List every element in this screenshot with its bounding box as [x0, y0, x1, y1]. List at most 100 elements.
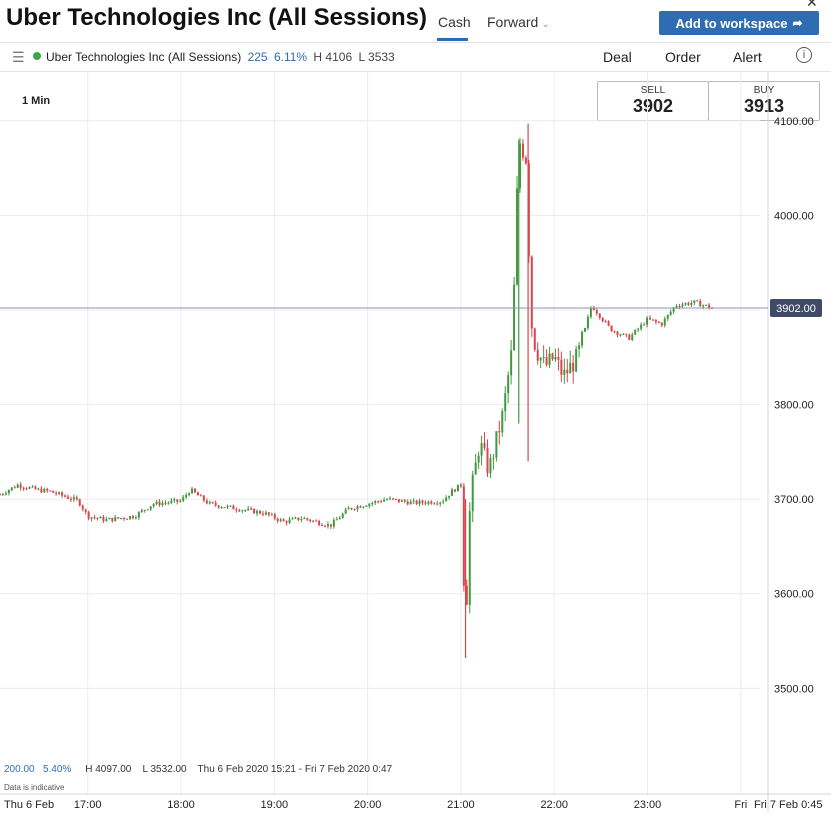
order-button[interactable]: Order	[665, 49, 701, 65]
candle-body	[586, 316, 589, 329]
candle-body	[179, 500, 182, 502]
candle-body	[1, 494, 4, 496]
alert-button[interactable]: Alert	[733, 49, 762, 65]
candle-body	[235, 509, 238, 511]
candle-body	[631, 334, 634, 340]
candle-body	[285, 521, 288, 523]
candle-body	[170, 500, 173, 503]
interval-selector[interactable]: 1 Min	[22, 95, 51, 107]
candle-body	[616, 331, 619, 335]
buy-label: BUY	[753, 85, 775, 96]
candle-body	[648, 317, 651, 320]
candle-body	[575, 349, 578, 372]
candle-body	[439, 502, 442, 504]
candle-body	[480, 443, 483, 456]
candle-body	[666, 314, 669, 319]
candle-body	[646, 317, 649, 325]
candle-body	[660, 322, 663, 326]
x-tick-label: 21:00	[447, 799, 475, 811]
candle-body	[418, 500, 421, 505]
candle-body	[58, 492, 61, 494]
candle-body	[273, 514, 276, 519]
candle-body	[312, 520, 315, 522]
info-icon[interactable]: i	[796, 47, 812, 63]
deal-button[interactable]: Deal	[603, 49, 632, 65]
candle-body	[498, 431, 501, 433]
price-chart[interactable]: 3500.003600.003700.003800.003900.004000.…	[0, 72, 831, 817]
candle-body	[374, 501, 377, 503]
candle-body	[28, 487, 31, 489]
candle-body	[539, 357, 542, 361]
candle-body	[708, 304, 711, 308]
add-to-workspace-button[interactable]: Add to workspace ➦	[659, 11, 819, 35]
candle-body	[217, 505, 220, 508]
candle-body	[282, 519, 285, 522]
candle-body	[253, 508, 256, 514]
candle-body	[403, 500, 406, 502]
candle-body	[241, 510, 244, 512]
candle-body	[436, 503, 439, 505]
candle-body	[229, 505, 232, 507]
candle-body	[536, 349, 539, 361]
candle-body	[687, 303, 690, 305]
menu-icon[interactable]: ☰	[12, 49, 25, 65]
candle-body	[140, 510, 143, 513]
candle-body	[10, 487, 13, 491]
candle-body	[471, 474, 474, 512]
candle-body	[276, 518, 279, 521]
candle-body	[114, 517, 117, 522]
x-tick-label: 20:00	[354, 799, 382, 811]
candle-body	[220, 507, 223, 509]
candle-body	[164, 502, 167, 504]
market-open-icon	[33, 52, 41, 60]
candle-body	[37, 488, 40, 490]
candle-body	[128, 516, 131, 519]
active-tab-indicator	[437, 38, 468, 41]
candle-body	[483, 443, 486, 448]
x-tick-label: 18:00	[167, 799, 195, 811]
candle-body	[182, 497, 185, 501]
candle-body	[155, 501, 158, 505]
candle-body	[604, 321, 607, 323]
session-high: H 4097.00	[85, 764, 132, 775]
candle-body	[137, 512, 140, 518]
candle-body	[0, 494, 1, 496]
chevron-down-icon: ⌄	[541, 19, 550, 30]
close-icon[interactable]: ✕	[806, 0, 818, 10]
y-tick-label: 4000.00	[774, 210, 814, 222]
tab-forward[interactable]: Forward ⌄	[487, 14, 550, 30]
candle-body	[149, 506, 152, 510]
tab-forward-label: Forward	[487, 14, 539, 30]
candle-body	[199, 495, 202, 497]
candle-body	[640, 324, 643, 329]
candle-body	[185, 495, 188, 498]
candle-body	[43, 488, 46, 493]
candle-body	[388, 498, 391, 500]
candle-body	[371, 502, 374, 504]
candle-body	[238, 510, 241, 512]
candle-body	[126, 518, 129, 520]
candle-body	[306, 518, 309, 520]
candle-body	[152, 504, 155, 507]
buy-button[interactable]: BUY 3913	[708, 81, 820, 121]
candle-body	[610, 325, 613, 332]
candle-body	[578, 345, 581, 350]
x-axis-labels: Thu 6 Feb 17:00 18:00 19:00 20:00 21:00 22:00 2…	[4, 799, 822, 811]
candle-body	[167, 502, 170, 504]
candle-body	[211, 502, 214, 504]
x-tick-label-current: Fri 7 Feb 0:45	[754, 799, 822, 811]
candle-body	[120, 518, 123, 520]
x-tick-label: 19:00	[261, 799, 289, 811]
candle-body	[613, 331, 616, 333]
candle-body	[61, 492, 64, 496]
candle-body	[326, 524, 329, 527]
tab-cash[interactable]: Cash	[438, 14, 471, 30]
candle-body	[533, 328, 536, 350]
candle-body	[507, 375, 510, 394]
candle-body	[601, 318, 604, 322]
candle-body	[530, 256, 533, 329]
buy-price: 3913	[743, 96, 785, 116]
candle-body	[421, 500, 424, 503]
candle-body	[93, 517, 96, 519]
candle-body	[424, 502, 427, 504]
